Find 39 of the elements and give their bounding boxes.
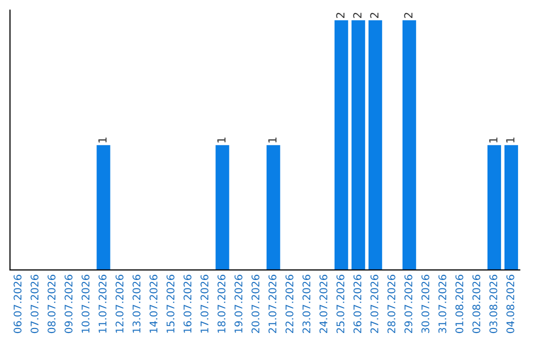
x-tick-label: 01.08.2026 [455,274,464,334]
x-tick-label: 28.07.2026 [387,274,396,334]
data-label: 1 [489,138,498,142]
x-tick-label: 18.07.2026 [218,274,226,333]
data-label: 2 [370,12,378,18]
x-tick-label: 08.07.2026 [48,274,56,334]
x-tick-label: 10.07.2026 [82,274,90,333]
x-tick-label: 24.07.2026 [319,274,328,334]
data-label: 2 [404,12,412,18]
x-tick-label: 04.08.2026 [506,274,514,334]
x-tick-label: 20.07.2026 [252,274,260,334]
x-tick-label: 25.07.2026 [336,274,344,334]
x-tick-label: 12.07.2026 [116,274,124,333]
x-tick-label: 16.07.2026 [184,274,192,333]
data-label: 2 [336,12,344,18]
x-tick-label: 17.07.2026 [200,274,208,333]
data-label: 1 [98,138,107,142]
x-tick-label: 27.07.2026 [370,274,378,334]
x-tick-label: 26.07.2026 [353,274,362,334]
x-tick-label: 15.07.2026 [166,274,174,333]
x-tick-label: 14.07.2026 [150,274,158,333]
x-tick-label: 31.07.2026 [438,274,446,333]
x-tick-label: 03.08.2026 [489,274,498,334]
x-tick-label: 30.07.2026 [421,274,430,333]
x-tick-label: 21.07.2026 [268,274,276,334]
data-label: 2 [353,12,362,18]
x-tick-label: 11.07.2026 [98,274,106,333]
x-tick-label: 22.07.2026 [286,274,294,334]
x-tick-label: 29.07.2026 [404,274,412,334]
x-tick-label: 13.07.2026 [132,274,140,333]
x-tick-label: 23.07.2026 [302,274,310,334]
x-tick-label: 19.07.2026 [234,274,242,333]
x-tick-label: 06.07.2026 [14,274,22,334]
x-tick-label: 07.07.2026 [30,274,38,334]
data-label: 1 [506,138,514,142]
x-tick-label: 09.07.2026 [64,274,72,334]
data-label: 1 [217,138,226,142]
x-tick-label: 02.08.2026 [472,274,480,334]
data-label: 1 [268,138,276,142]
